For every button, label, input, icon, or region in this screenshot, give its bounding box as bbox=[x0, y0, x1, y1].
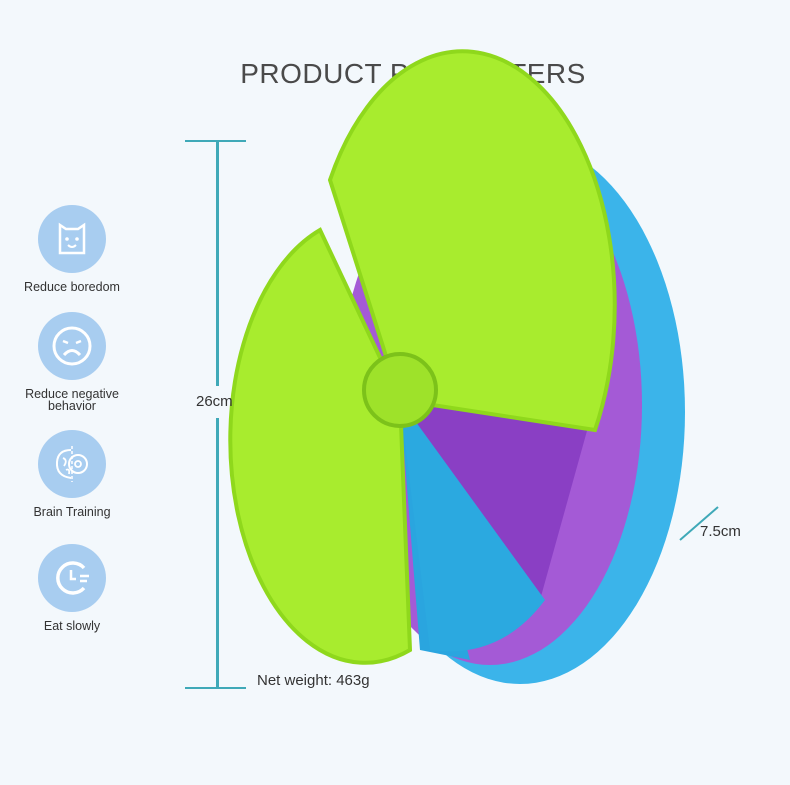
feature-label: Reduce boredom bbox=[24, 280, 120, 294]
green-sector-left bbox=[228, 227, 413, 665]
purple-ridges bbox=[400, 400, 590, 600]
feature-eat-slowly: Eat slowly bbox=[22, 544, 122, 632]
feature-brain-training: Brain Training bbox=[22, 430, 122, 518]
clock-icon bbox=[38, 544, 106, 612]
feature-label: Brain Training bbox=[33, 505, 111, 519]
feature-label: Eat slowly bbox=[43, 619, 101, 633]
height-tick-top bbox=[185, 140, 246, 142]
feature-reduce-negative-behavior: Reduce negative behavior bbox=[22, 312, 122, 412]
height-label: 26cm bbox=[196, 393, 233, 410]
depth-measure-line bbox=[679, 506, 719, 541]
dog-face-icon bbox=[38, 205, 106, 273]
center-knob bbox=[362, 352, 438, 428]
feature-reduce-boredom: Reduce boredom bbox=[22, 205, 122, 293]
height-tick-bottom bbox=[185, 687, 246, 689]
blue-ridges-2 bbox=[400, 400, 545, 652]
depth-label: 7.5cm bbox=[700, 523, 741, 540]
sad-face-icon bbox=[38, 312, 106, 380]
net-weight-label: Net weight: 463g bbox=[257, 672, 370, 689]
feature-label-line1: Reduce negative bbox=[25, 387, 119, 401]
height-measure-line-bottom bbox=[216, 418, 219, 688]
height-measure-line-top bbox=[216, 141, 219, 386]
brain-gear-icon bbox=[38, 430, 106, 498]
green-sector-top bbox=[327, 49, 617, 433]
feature-label-line2: behavior bbox=[48, 399, 96, 413]
